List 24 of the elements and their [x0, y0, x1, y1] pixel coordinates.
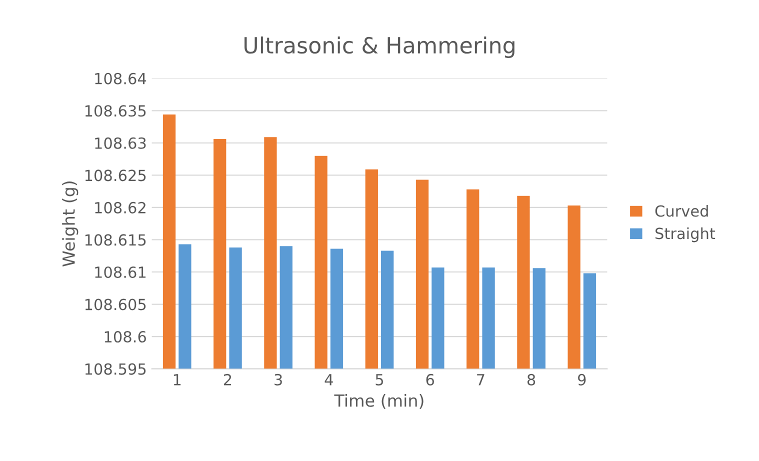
y-tick-label: 108.615	[85, 234, 146, 246]
x-axis-title: Time (min)	[334, 394, 424, 409]
chart-title: Ultrasonic & Hammering	[244, 36, 514, 58]
x-tick-label: 9	[578, 374, 586, 386]
x-tick-label: 1	[174, 374, 181, 386]
legend-label: Curved	[655, 204, 708, 217]
x-tick-label: 6	[426, 374, 434, 386]
x-tick-label: 4	[324, 374, 333, 386]
y-tick-label: 108.61	[95, 266, 146, 278]
x-tick-label: 8	[527, 374, 536, 386]
x-tick-label: 5	[376, 374, 384, 386]
y-tick-label: 108.64	[95, 72, 146, 84]
legend-label: Straight	[656, 227, 716, 242]
y-tick-label: 108.635	[85, 105, 146, 117]
y-tick-label: 108.625	[85, 170, 146, 182]
y-tick-label: 108.63	[95, 137, 146, 149]
y-tick-label: 108.62	[95, 202, 146, 214]
y-tick-label: 108.6	[104, 330, 146, 343]
x-tick-label: 3	[274, 374, 282, 386]
x-tick-label: 2	[224, 374, 232, 386]
x-tick-label: 7	[477, 374, 484, 386]
y-tick-label: 108.605	[85, 298, 146, 310]
y-axis-title: Weight (g)	[62, 182, 78, 267]
y-tick-label: 108.595	[85, 363, 146, 375]
